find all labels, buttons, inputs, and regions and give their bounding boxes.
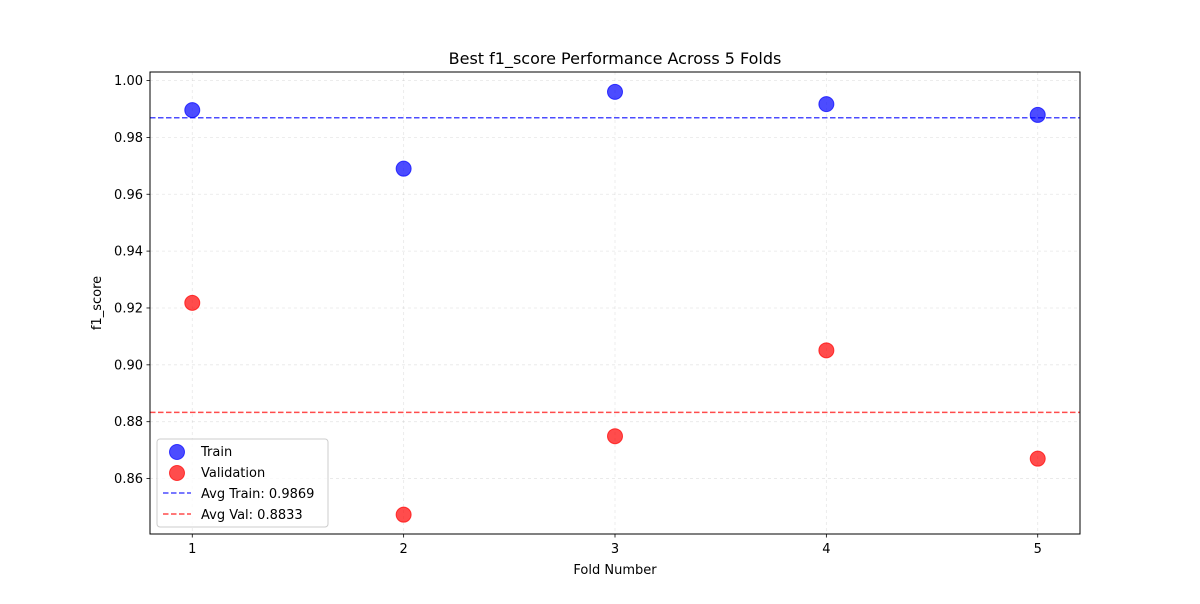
legend-label-avg-val: Avg Val: 0.8833 <box>201 508 303 523</box>
legend-box <box>156 438 329 528</box>
x-tick-label: 4 <box>822 542 830 557</box>
validation-point <box>395 506 412 523</box>
train-point <box>818 96 835 113</box>
data-points <box>184 83 1046 523</box>
y-tick-label: 0.98 <box>114 131 143 146</box>
validation-point <box>184 294 201 311</box>
y-tick-label: 0.86 <box>114 472 143 487</box>
y-axis-label: f1_score <box>90 276 105 330</box>
y-tick-label: 0.94 <box>114 245 143 260</box>
x-tick-label: 3 <box>611 542 619 557</box>
x-axis-label: Fold Number <box>573 563 657 578</box>
y-tick-label: 0.92 <box>114 301 143 316</box>
legend-label-validation: Validation <box>201 466 265 481</box>
legend-label-avg-train: Avg Train: 0.9869 <box>201 487 314 502</box>
grid <box>150 72 1080 534</box>
validation-point <box>607 428 623 445</box>
reference-lines <box>150 117 1080 414</box>
legend-marker-validation <box>169 465 185 481</box>
y-tick-label: 0.90 <box>114 358 143 373</box>
y-tick-label: 1.00 <box>114 74 143 89</box>
y-tick-label: 0.96 <box>114 188 143 203</box>
x-tick-label: 1 <box>188 542 196 557</box>
x-tick-label: 5 <box>1034 542 1042 557</box>
legend-label-train: Train <box>200 445 232 460</box>
x-tick-label: 2 <box>399 542 407 557</box>
legend: Train Validation Avg Train: 0.9869 Avg V… <box>156 438 329 528</box>
validation-point <box>818 342 835 359</box>
x-axis-ticks: 1 2 3 4 5 <box>188 534 1042 557</box>
train-point <box>395 160 412 177</box>
y-tick-label: 0.88 <box>114 415 143 430</box>
train-point <box>607 83 623 100</box>
train-point <box>184 102 201 119</box>
legend-marker-train <box>169 444 185 460</box>
chart-title: Best f1_score Performance Across 5 Folds <box>449 49 782 69</box>
validation-point <box>1029 450 1046 467</box>
train-point <box>1029 106 1046 123</box>
y-axis-ticks: 0.86 0.88 0.90 0.92 0.94 0.96 0.98 1.00 <box>114 74 150 487</box>
